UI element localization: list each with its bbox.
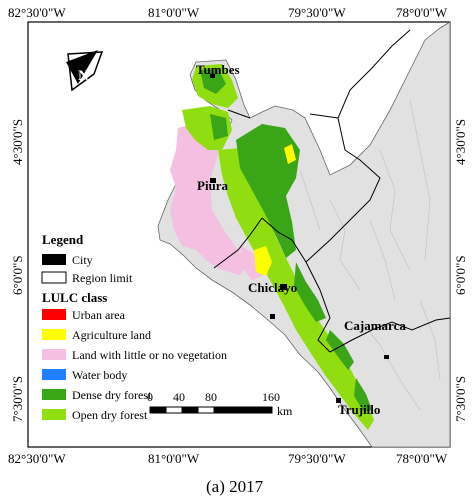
north-arrow-icon: N bbox=[66, 50, 104, 92]
scale-label-40: 40 bbox=[173, 390, 185, 404]
legend-class-swatch bbox=[42, 409, 66, 420]
place-label-tumbes: Tumbes bbox=[196, 62, 240, 77]
city-marker bbox=[210, 74, 215, 78]
city-markers bbox=[210, 74, 389, 403]
legend: Legend City Region limit LULC class Urba… bbox=[41, 232, 227, 422]
north-letter: N bbox=[78, 68, 89, 84]
coord-right-1: 4°30'0"S bbox=[453, 119, 468, 165]
coord-right-3: 7°30'0"S bbox=[453, 376, 468, 422]
dense-dry-forest-areas bbox=[200, 68, 372, 412]
scale-label-160: 160 bbox=[262, 390, 280, 404]
coord-bottom-1: 82°30'0"W bbox=[8, 451, 66, 466]
legend-class-swatch bbox=[42, 389, 66, 400]
region-limits bbox=[213, 29, 451, 353]
scale-bar: 0 40 80 160 km bbox=[147, 390, 293, 418]
city-marker bbox=[384, 355, 389, 359]
legend-class-label: Open dry forest bbox=[72, 408, 148, 422]
terrain-shading bbox=[299, 99, 441, 411]
city-marker bbox=[336, 398, 341, 403]
scale-unit: km bbox=[277, 404, 293, 418]
legend-class-label: Water body bbox=[72, 368, 127, 382]
legend-city-swatch bbox=[42, 254, 66, 265]
coord-left-2: 6°0'0"S bbox=[10, 255, 25, 295]
coord-bottom-2: 81°0'0"W bbox=[148, 451, 200, 466]
legend-class-label: Land with little or no vegetation bbox=[72, 348, 227, 362]
scale-label-80: 80 bbox=[205, 390, 217, 404]
legend-class-label: Dense dry forest bbox=[72, 388, 152, 402]
coord-right-2: 6°0'0"S bbox=[453, 255, 468, 295]
legend-class-list: Urban area Agriculture land Land with litt… bbox=[42, 308, 227, 422]
city-marker bbox=[280, 284, 287, 290]
coord-top-3: 79°30'0"W bbox=[288, 5, 346, 20]
agriculture-land-areas bbox=[254, 144, 296, 276]
legend-region-label: Region limit bbox=[72, 271, 133, 285]
legend-class-swatch bbox=[42, 369, 66, 380]
scale-label-0: 0 bbox=[147, 390, 153, 404]
coord-top-2: 81°0'0"W bbox=[148, 5, 200, 20]
city-marker bbox=[270, 314, 275, 319]
legend-class-swatch bbox=[42, 349, 66, 360]
place-label-cajamarca: Cajamarca bbox=[344, 318, 406, 333]
legend-lulc-title: LULC class bbox=[42, 290, 107, 305]
coord-top-4: 78°0'0"W bbox=[396, 5, 448, 20]
legend-class-swatch bbox=[42, 329, 66, 340]
place-label-trujillo: Trujillo bbox=[338, 402, 380, 417]
legend-title: Legend bbox=[42, 232, 84, 247]
coord-left-1: 4°30'0"S bbox=[10, 119, 25, 165]
place-label-piura: Piura bbox=[197, 178, 229, 193]
figure-caption: (a) 2017 bbox=[206, 477, 264, 496]
legend-class-label: Agriculture land bbox=[72, 328, 151, 342]
coord-bottom-4: 78°0'0"W bbox=[396, 451, 448, 466]
coord-left-3: 7°30'0"S bbox=[10, 376, 25, 422]
legend-class-swatch bbox=[42, 309, 66, 320]
legend-city-label: City bbox=[72, 253, 93, 267]
place-label-chiclayo: Chiclayo bbox=[248, 280, 297, 295]
legend-region-swatch bbox=[41, 271, 67, 284]
coord-bottom-3: 79°30'0"W bbox=[288, 451, 346, 466]
city-marker bbox=[210, 178, 216, 183]
coord-top-1: 82°30'0"W bbox=[8, 5, 66, 20]
legend-class-label: Urban area bbox=[72, 308, 126, 322]
